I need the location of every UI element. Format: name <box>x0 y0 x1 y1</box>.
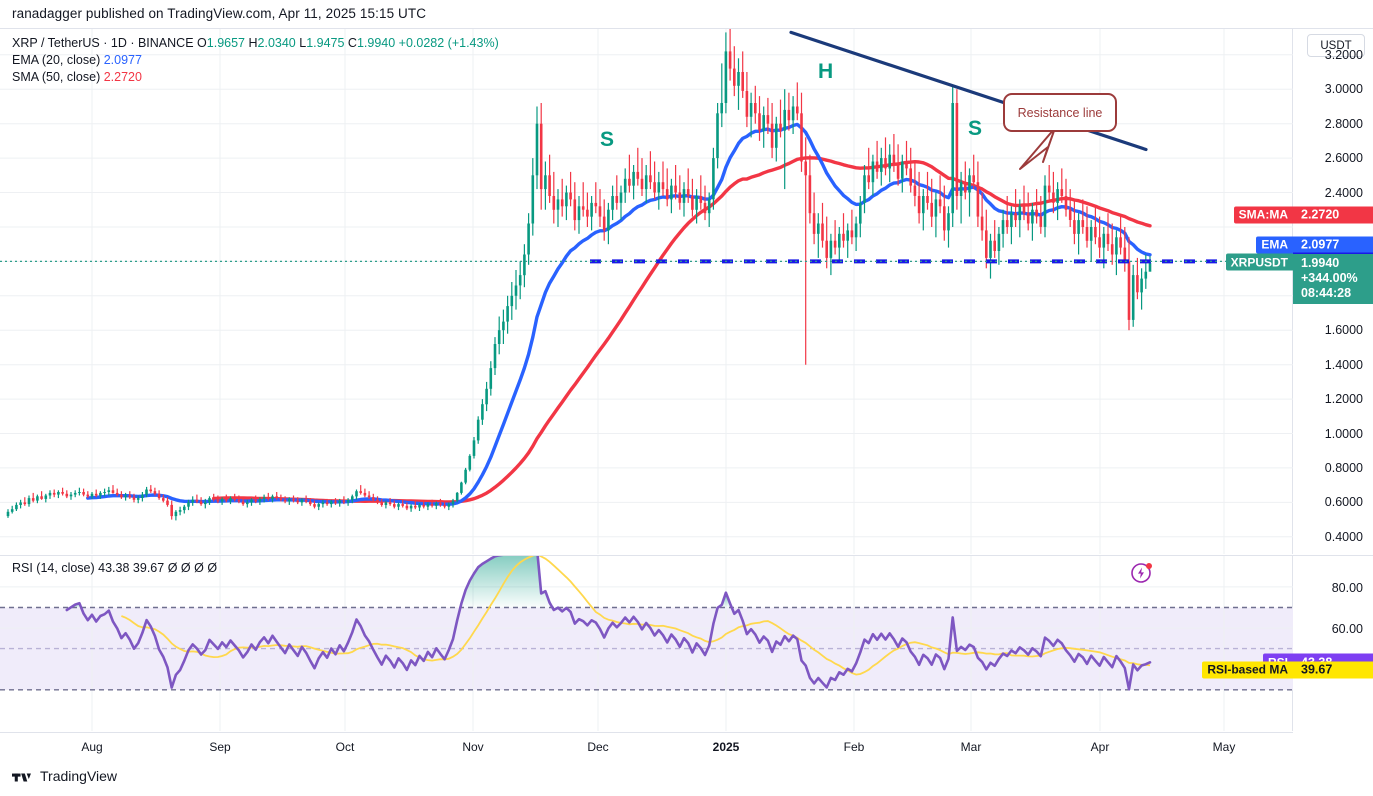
time-axis[interactable]: Aug Sep Oct Nov Dec 2025 Feb Mar Apr May <box>0 732 1293 761</box>
price-tick: 1.4000 <box>1324 357 1363 372</box>
time-label: Aug <box>81 740 103 754</box>
rsi-na-1: Ø <box>167 561 178 575</box>
price-badge-smama[interactable]: 2.2720 <box>1293 206 1373 224</box>
head-marker: H <box>818 60 834 83</box>
time-label: Nov <box>462 740 484 754</box>
attribution-text: ranadagger published on TradingView.com,… <box>12 6 427 21</box>
price-tag-smama[interactable]: SMA:MA <box>1233 206 1293 224</box>
last-price-percent: +344.00% <box>1301 271 1358 286</box>
time-label: Feb <box>843 740 865 754</box>
tradingview-logo: TradingView <box>12 768 117 784</box>
time-label: Apr <box>1090 740 1110 754</box>
price-axis[interactable]: USDT 3.2000 3.0000 2.8000 2.6000 2.4000 1.600… <box>1225 29 1373 554</box>
time-label: May <box>1212 740 1236 754</box>
price-axis-unit[interactable]: USDT <box>1307 34 1365 57</box>
price-tick: 3.0000 <box>1324 82 1363 97</box>
price-chart-pane[interactable]: XRP / TetherUS · 1D · BINANCE O1.9657 H2… <box>0 29 1293 583</box>
left-shoulder-marker: S <box>600 128 615 151</box>
rsi-tick: 80.00 <box>1331 580 1363 595</box>
rsi-na-3: Ø <box>194 561 204 575</box>
price-tick: 0.8000 <box>1324 460 1363 475</box>
last-price-countdown: 08:44:28 <box>1301 286 1352 301</box>
price-tick: 2.8000 <box>1324 116 1363 131</box>
price-tick: 1.2000 <box>1324 392 1363 407</box>
rsi-na-2: Ø <box>180 561 191 575</box>
tradingview-wordmark: TradingView <box>40 768 118 784</box>
rsi-value: 43.38 <box>98 561 130 575</box>
rsi-badge-tag-1[interactable]: RSI-based MA <box>1202 661 1293 679</box>
price-tick: 3.2000 <box>1324 47 1363 62</box>
lightning-bolt-icon[interactable] <box>1130 560 1154 584</box>
rsi-ma-value: 39.67 <box>132 561 165 575</box>
price-tick: 0.6000 <box>1324 495 1363 510</box>
time-label: Sep <box>209 740 231 754</box>
chart-frame: XRP / TetherUS · 1D · BINANCE O1.9657 H2… <box>0 28 1373 760</box>
price-tick: 1.0000 <box>1324 426 1363 441</box>
rsi-badge-value-1[interactable]: 39.67 <box>1293 661 1373 679</box>
time-label: Dec <box>587 740 609 754</box>
price-tag-ema[interactable]: EMA <box>1256 236 1293 254</box>
tradingview-glyph-icon <box>12 773 31 782</box>
rsi-legend: RSI (14, close) 43.38 39.67 Ø Ø Ø Ø <box>12 561 217 575</box>
time-label: 2025 <box>712 740 740 754</box>
rsi-title[interactable]: RSI (14, close) <box>12 561 95 575</box>
last-price-value: 1.9940 <box>1301 256 1340 271</box>
right-shoulder-marker: S <box>968 117 983 140</box>
price-tick: 0.4000 <box>1324 529 1363 544</box>
price-badge-ema[interactable]: 2.0977 <box>1293 236 1373 254</box>
price-tick: 2.6000 <box>1324 151 1363 166</box>
symbol-tag[interactable]: XRPUSDT <box>1225 253 1293 271</box>
rsi-tick: 60.00 <box>1331 622 1363 637</box>
time-label: Oct <box>335 740 355 754</box>
time-label: Mar <box>960 740 982 754</box>
resistance-line-callout[interactable]: Resistance line <box>1003 93 1117 132</box>
rsi-chart-svg <box>0 556 1293 731</box>
rsi-pane[interactable]: RSI (14, close) 43.38 39.67 Ø Ø Ø Ø <box>0 555 1293 731</box>
last-price-badge[interactable]: 1.9940 +344.00% 08:44:28 <box>1293 254 1373 305</box>
price-tick: 1.6000 <box>1324 323 1363 338</box>
price-tick: 2.4000 <box>1324 185 1363 200</box>
rsi-na-4: Ø <box>207 561 218 575</box>
